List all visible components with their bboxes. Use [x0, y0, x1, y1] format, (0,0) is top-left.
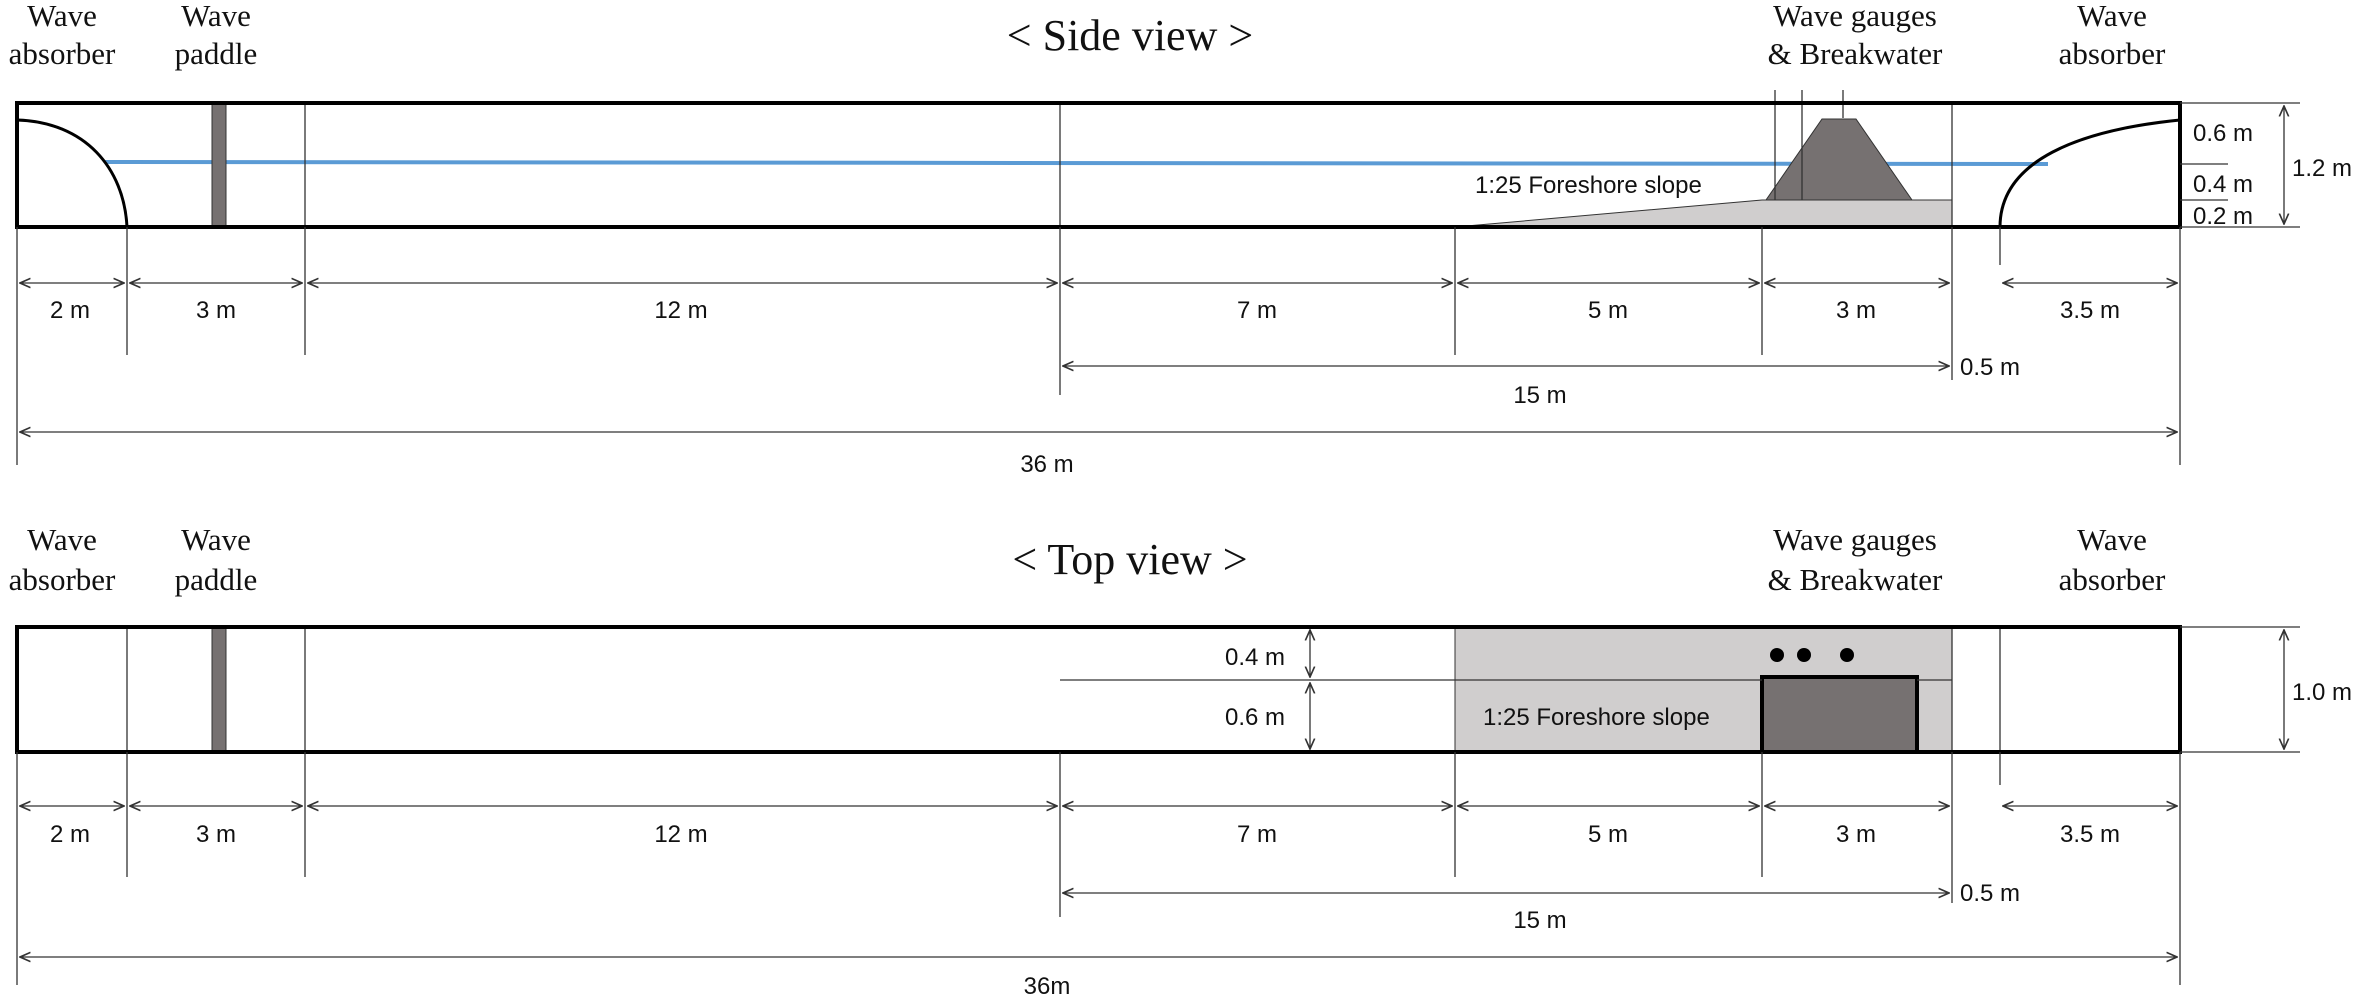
side-height-total: 1.2 m — [2292, 155, 2352, 182]
top-width-0.4: 0.4 m — [1225, 644, 1285, 671]
top-view-title: < Top view > — [1012, 535, 1247, 584]
side-wave-paddle — [211, 102, 227, 228]
side-slope-label: 1:25 Foreshore slope — [1475, 172, 1702, 199]
side-segment-arrows — [20, 283, 2177, 432]
top-label-absorber-left-1: Wave — [27, 522, 97, 557]
top-label-absorber-right-2: absorber — [2059, 562, 2166, 597]
side-seg-2m: 2 m — [50, 297, 90, 324]
side-label-gauges-1: Wave gauges — [1773, 0, 1937, 33]
side-height-mid: 0.4 m — [2193, 171, 2253, 198]
side-label-gauges-2: & Breakwater — [1768, 36, 1943, 71]
top-label-paddle-1: Wave — [181, 522, 251, 557]
top-seg-12m: 12 m — [654, 821, 707, 848]
side-total-36m: 36 m — [1020, 451, 1073, 478]
side-dimension-extensions — [16, 227, 2181, 465]
top-seg-3.5m: 3.5 m — [2060, 821, 2120, 848]
side-view: Wave absorber Wave paddle < Side view > … — [9, 0, 2352, 478]
top-label-absorber-right-1: Wave — [2077, 522, 2147, 557]
top-seg-5m: 5 m — [1588, 821, 1628, 848]
top-wave-gauge-2 — [1797, 648, 1811, 662]
side-seg-12m: 12 m — [654, 297, 707, 324]
side-height-bottom: 0.2 m — [2193, 203, 2253, 230]
top-segment-arrows — [20, 806, 2177, 957]
side-seg-7m: 7 m — [1237, 297, 1277, 324]
top-label-absorber-left-2: absorber — [9, 562, 116, 597]
side-water-line — [104, 160, 2049, 166]
top-label-paddle-2: paddle — [175, 562, 258, 597]
side-absorber-left — [16, 118, 129, 228]
top-label-gauges-2: & Breakwater — [1768, 562, 1943, 597]
side-label-absorber-left-2: absorber — [9, 36, 116, 71]
top-wave-gauge-3 — [1840, 648, 1854, 662]
side-gap-0.5m: 0.5 m — [1960, 354, 2020, 381]
side-seg-5m: 5 m — [1588, 297, 1628, 324]
top-span-15m: 15 m — [1513, 907, 1566, 934]
side-label-absorber-right-2: absorber — [2059, 36, 2166, 71]
side-label-absorber-right-1: Wave — [2077, 0, 2147, 33]
top-flume-frame — [15, 625, 2182, 754]
side-seg-3.5m: 3.5 m — [2060, 297, 2120, 324]
side-seg-3m: 3 m — [196, 297, 236, 324]
top-dimension-extensions — [16, 752, 2181, 985]
top-seg-7m: 7 m — [1237, 821, 1277, 848]
top-slope-label: 1:25 Foreshore slope — [1483, 704, 1710, 731]
top-seg-3m-b: 3 m — [1836, 821, 1876, 848]
side-view-title: < Side view > — [1007, 11, 1253, 60]
top-wave-paddle — [211, 626, 227, 753]
side-flume-frame — [15, 101, 2182, 229]
top-label-gauges-1: Wave gauges — [1773, 522, 1937, 557]
side-seg-3m-b: 3 m — [1836, 297, 1876, 324]
top-total-36m: 36m — [1024, 973, 1071, 1000]
top-seg-3m: 3 m — [196, 821, 236, 848]
side-foreshore-slope — [1454, 199, 1953, 228]
top-breakwater — [1760, 675, 1919, 754]
top-gap-0.5m: 0.5 m — [1960, 880, 2020, 907]
top-width-0.6: 0.6 m — [1225, 704, 1285, 731]
side-span-15m: 15 m — [1513, 382, 1566, 409]
top-seg-2m: 2 m — [50, 821, 90, 848]
side-height-top: 0.6 m — [2193, 120, 2253, 147]
side-label-absorber-left-1: Wave — [27, 0, 97, 33]
side-absorber-right — [1998, 118, 2181, 228]
side-label-paddle-2: paddle — [175, 36, 258, 71]
top-wave-gauge-1 — [1770, 648, 1784, 662]
top-view: Wave absorber Wave paddle < Top view > W… — [9, 522, 2352, 1000]
side-label-paddle-1: Wave — [181, 0, 251, 33]
top-width-total: 1.0 m — [2292, 679, 2352, 706]
side-breakwater — [1765, 118, 1913, 201]
